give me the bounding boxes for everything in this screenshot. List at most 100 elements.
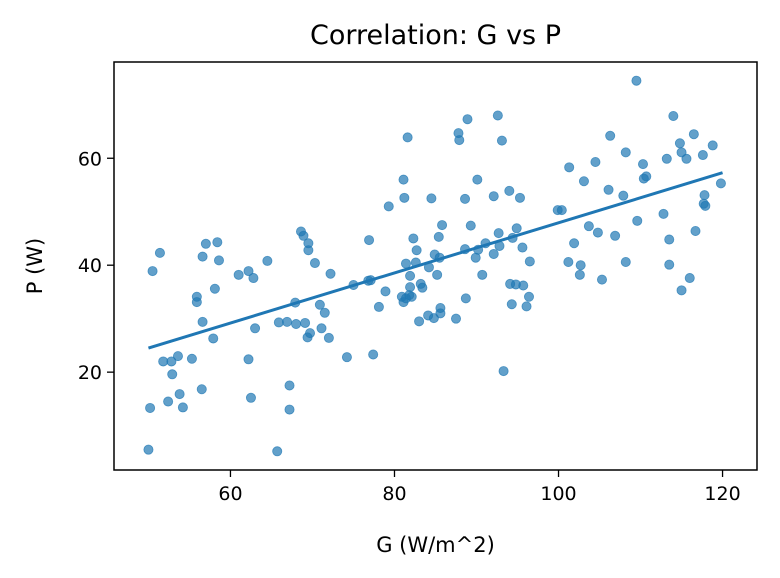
- data-point: [145, 402, 156, 413]
- x-axis-label: G (W/m^2): [376, 533, 495, 557]
- data-point: [309, 258, 320, 269]
- data-point: [605, 130, 616, 141]
- data-point: [174, 389, 185, 400]
- data-point: [518, 280, 529, 291]
- data-point: [596, 274, 607, 285]
- data-point: [684, 273, 695, 284]
- data-point: [250, 323, 261, 334]
- data-point: [511, 223, 522, 234]
- data-point: [398, 174, 409, 185]
- data-point: [316, 323, 327, 334]
- trendline: [148, 171, 723, 350]
- data-point: [661, 153, 672, 164]
- data-point: [406, 291, 417, 302]
- data-point: [517, 242, 528, 253]
- data-point: [368, 349, 379, 360]
- data-point: [610, 230, 621, 241]
- y-axis-label: P (W): [23, 238, 47, 295]
- data-point: [477, 269, 488, 280]
- data-point: [465, 220, 476, 231]
- data-point: [186, 353, 197, 364]
- data-point: [200, 238, 211, 249]
- data-point: [699, 190, 710, 201]
- data-point: [233, 269, 244, 280]
- data-point: [556, 205, 567, 216]
- data-point: [488, 191, 499, 202]
- data-points: [143, 75, 726, 457]
- data-point: [300, 317, 311, 328]
- data-point: [243, 354, 254, 365]
- data-point: [674, 138, 685, 149]
- data-point: [197, 251, 208, 262]
- data-point: [147, 266, 158, 277]
- data-point: [664, 234, 675, 245]
- x-tick-label: 100: [540, 483, 576, 505]
- data-point: [248, 273, 259, 284]
- data-point: [364, 235, 375, 246]
- data-point: [697, 150, 708, 161]
- data-point: [414, 316, 425, 327]
- trendline-layer: [148, 171, 723, 350]
- data-point: [472, 174, 483, 185]
- data-point: [690, 225, 701, 236]
- data-point: [341, 352, 352, 363]
- data-point: [284, 404, 295, 415]
- data-point: [208, 333, 219, 344]
- data-point: [506, 299, 517, 310]
- data-point: [620, 147, 631, 158]
- data-point: [405, 270, 416, 281]
- data-point: [177, 402, 188, 413]
- data-point: [590, 156, 601, 167]
- data-point: [488, 248, 499, 259]
- data-point: [426, 193, 437, 204]
- data-point: [498, 366, 509, 377]
- data-point: [314, 299, 325, 310]
- y-tick-label: 60: [78, 148, 102, 170]
- x-tick-label: 120: [704, 483, 740, 505]
- data-point: [323, 332, 334, 343]
- data-point: [496, 135, 507, 146]
- data-point: [411, 245, 422, 256]
- data-point: [191, 297, 202, 308]
- data-point: [658, 208, 669, 219]
- data-point: [569, 238, 580, 249]
- data-point: [451, 313, 462, 324]
- data-point: [245, 392, 256, 403]
- data-point: [417, 282, 428, 293]
- data-point: [688, 129, 699, 140]
- data-point: [373, 301, 384, 312]
- data-point: [143, 444, 154, 455]
- data-point: [700, 200, 711, 211]
- data-point: [668, 111, 679, 122]
- data-point: [405, 282, 416, 293]
- data-point: [399, 192, 410, 203]
- data-point: [460, 193, 471, 204]
- data-point: [523, 291, 534, 302]
- data-point: [291, 319, 302, 330]
- x-tick-label: 80: [382, 483, 406, 505]
- data-point: [435, 308, 446, 319]
- data-point: [454, 135, 465, 146]
- data-point: [163, 396, 174, 407]
- data-point: [305, 328, 316, 339]
- data-point: [603, 184, 614, 195]
- data-point: [641, 171, 652, 182]
- data-point: [284, 380, 295, 391]
- data-point: [282, 316, 293, 327]
- data-point: [574, 269, 585, 280]
- x-tick-label: 60: [218, 483, 242, 505]
- data-point: [402, 132, 413, 143]
- data-point: [303, 245, 314, 256]
- data-point: [432, 269, 443, 280]
- data-point: [167, 369, 178, 380]
- data-point: [563, 256, 574, 267]
- data-point: [493, 228, 504, 239]
- data-point: [715, 178, 726, 189]
- data-point: [433, 231, 444, 242]
- data-point: [172, 351, 183, 362]
- y-tick-label: 40: [78, 255, 102, 277]
- chart-title: Correlation: G vs P: [310, 20, 561, 51]
- data-point: [637, 159, 648, 170]
- data-point: [383, 201, 394, 212]
- data-point: [592, 227, 603, 238]
